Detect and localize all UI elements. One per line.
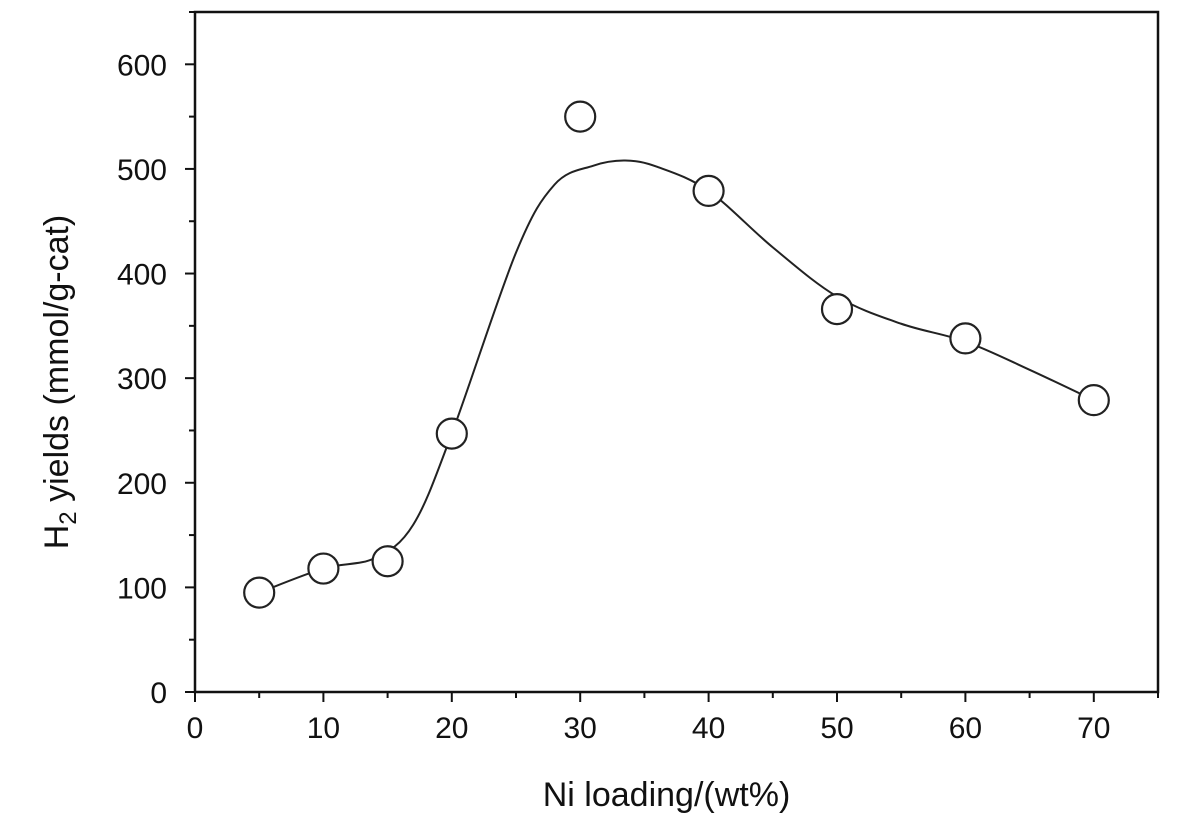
x-tick-label: 30 <box>564 712 597 745</box>
data-point <box>435 417 468 450</box>
x-tick-label: 0 <box>187 712 204 745</box>
data-point <box>1077 384 1110 417</box>
x-tick-label: 50 <box>820 712 853 745</box>
y-axis-label-subscript: 2 <box>55 511 82 524</box>
x-tick-label: 40 <box>692 712 725 745</box>
x-tick-label: 20 <box>435 712 468 745</box>
data-points <box>243 100 1110 609</box>
tick-labels: 0 10 20 30 40 50 60 70 0 100 200 300 400 500 600 <box>117 49 1111 745</box>
y-tick-label: 200 <box>117 468 167 501</box>
fit-curve <box>258 159 1095 594</box>
y-axis-label-main: H <box>38 525 76 550</box>
y-axis-label-rest: yields (mmol/g-cat) <box>38 215 76 512</box>
x-tick-label: 70 <box>1077 712 1110 745</box>
data-point <box>307 552 340 585</box>
data-point <box>371 545 404 578</box>
data-point <box>949 322 982 355</box>
y-tick-label: 400 <box>117 259 167 292</box>
y-tick-label: 600 <box>117 49 167 82</box>
x-axis-label: Ni loading/(wt%) <box>543 776 791 814</box>
y-tick-label: 300 <box>117 363 167 396</box>
x-tick-label: 60 <box>949 712 982 745</box>
data-point <box>243 576 276 609</box>
data-point <box>820 293 854 326</box>
x-tick-label: 10 <box>307 712 340 745</box>
data-point <box>564 100 597 133</box>
plot-area-frame <box>193 10 1160 694</box>
data-point <box>692 174 725 207</box>
y-axis-label: H2 yields (mmol/g-cat) <box>38 215 82 550</box>
y-tick-label: 0 <box>150 677 167 710</box>
y-tick-label: 500 <box>117 154 167 187</box>
y-tick-label: 100 <box>117 572 167 605</box>
